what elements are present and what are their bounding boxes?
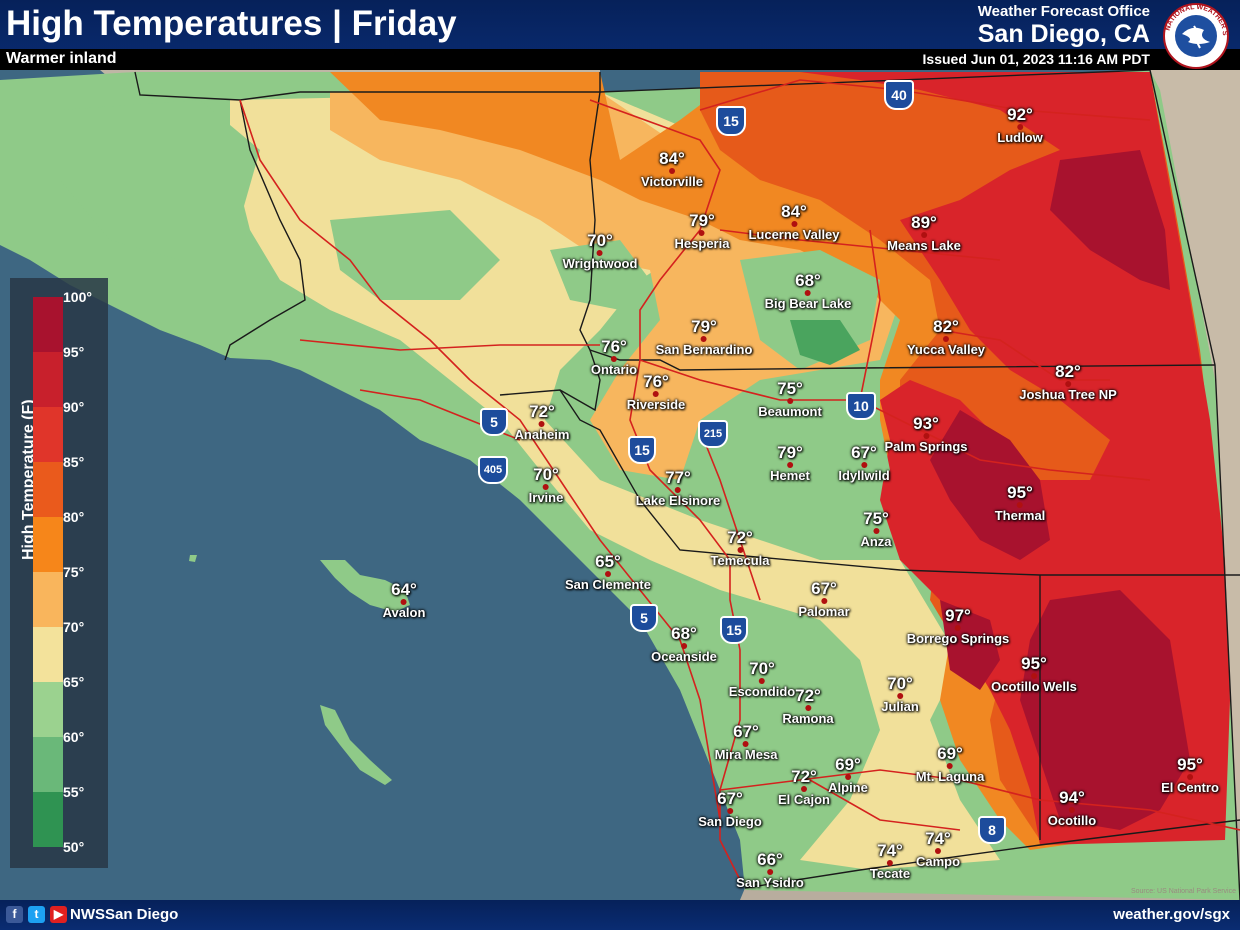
legend-tick: 95°: [63, 344, 85, 360]
city-big-bear-lake: 68° Big Bear Lake: [764, 271, 852, 312]
legend-swatch-80-85: [33, 462, 63, 517]
city-borrego-springs: 97° Borrego Springs: [906, 606, 1010, 647]
youtube-icon[interactable]: ▶: [50, 906, 67, 923]
interstate-40-shield: 40: [884, 80, 914, 110]
legend-tick: 80°: [63, 509, 85, 525]
city-campo: 74° Campo: [915, 829, 961, 870]
city-victorville: 84° Victorville: [641, 149, 703, 190]
interstate-15-shield-sd: 15: [720, 616, 748, 644]
legend-tick: 60°: [63, 729, 85, 745]
legend-swatch-55-60: [33, 737, 63, 792]
facebook-icon[interactable]: f: [6, 906, 23, 923]
legend-swatch-75-80: [33, 517, 63, 572]
city-oceanside: 68° Oceanside: [651, 624, 717, 665]
footer-bar: [0, 900, 1240, 930]
interstate-15-shield-south: 15: [628, 436, 656, 464]
interstate-15-shield: 15: [716, 106, 746, 136]
city-tecate: 74° Tecate: [869, 841, 911, 882]
legend-swatch-85-90: [33, 407, 63, 462]
issued-timestamp: Issued Jun 01, 2023 11:16 AM PDT: [922, 51, 1150, 67]
legend-swatch-60-65: [33, 682, 63, 737]
office-label: Weather Forecast Office: [977, 3, 1150, 20]
city-anza: 75° Anza: [860, 509, 892, 550]
subtitle-bar: [0, 49, 1240, 70]
city-hemet: 79° Hemet: [770, 443, 810, 484]
city-julian: 70° Julian: [881, 674, 919, 715]
legend-swatch-50-55: [33, 792, 63, 847]
legend-swatch-95-100: [33, 297, 63, 352]
city-ludlow: 92° Ludlow: [997, 105, 1043, 146]
city-san-ysidro: 66° San Ysidro: [736, 850, 804, 891]
city-alpine: 69° Alpine: [828, 755, 868, 796]
website-link[interactable]: weather.gov/sgx: [1113, 906, 1230, 923]
interstate-5-shield: 5: [480, 408, 508, 436]
legend-tick: 65°: [63, 674, 85, 690]
city-wrightwood: 70° Wrightwood: [562, 231, 638, 272]
city-ramona: 72° Ramona: [782, 686, 834, 727]
city-anaheim: 72° Anaheim: [514, 402, 570, 443]
city-escondido: 70° Escondido: [728, 659, 796, 700]
city-thermal: 95° Thermal: [994, 483, 1046, 524]
city-lucerne-valley: 84° Lucerne Valley: [748, 202, 840, 243]
legend-tick: 75°: [63, 564, 85, 580]
city-san-clemente: 65° San Clemente: [565, 552, 651, 593]
city-ocotillo: 94° Ocotillo: [1047, 788, 1097, 829]
city-yucca-valley: 82° Yucca Valley: [906, 317, 986, 358]
twitter-icon[interactable]: t: [28, 906, 45, 923]
legend-tick: 100°: [63, 289, 92, 305]
legend-tick: 90°: [63, 399, 85, 415]
city-lake-elsinore: 77° Lake Elsinore: [635, 468, 721, 509]
city-irvine: 70° Irvine: [528, 465, 564, 506]
city-hesperia: 79° Hesperia: [674, 211, 730, 252]
city-ocotillo-wells: 95° Ocotillo Wells: [991, 654, 1077, 695]
interstate-8-shield: 8: [978, 816, 1006, 844]
legend-tick: 50°: [63, 839, 85, 855]
city-joshua-tree-np: 82° Joshua Tree NP: [1019, 362, 1117, 403]
temperature-map: [0, 70, 1240, 900]
city-el-cajon: 72° El Cajon: [777, 767, 831, 808]
page-title: High Temperatures | Friday: [6, 4, 457, 43]
city-temecula: 72° Temecula: [710, 528, 770, 569]
city-el-centro: 95° El Centro: [1161, 755, 1219, 796]
city-palm-springs: 93° Palm Springs: [884, 414, 968, 455]
city-mt-laguna: 69° Mt. Laguna: [915, 744, 985, 785]
city-means-lake: 89° Means Lake: [887, 213, 961, 254]
office-city: San Diego, CA: [977, 20, 1150, 48]
city-idyllwild: 67° Idyllwild: [838, 443, 890, 484]
legend-tick: 85°: [63, 454, 85, 470]
legend-swatch-90-95: [33, 352, 63, 407]
interstate-215-shield: 215: [698, 420, 728, 448]
legend-tick: 70°: [63, 619, 85, 635]
city-palomar: 67° Palomar: [798, 579, 850, 620]
interstate-5-shield-south: 5: [630, 604, 658, 632]
nws-logo-icon: NATIONAL WEATHER SERVICE: [1158, 2, 1229, 69]
legend-swatch-70-75: [33, 572, 63, 627]
map-attribution: Source: US National Park Service: [1130, 888, 1236, 895]
city-san-bernardino: 79° San Bernardino: [655, 317, 753, 358]
city-ontario: 76° Ontario: [590, 337, 638, 378]
legend-tick: 55°: [63, 784, 85, 800]
social-handle[interactable]: NWSSan Diego: [70, 906, 179, 923]
city-san-diego: 67° San Diego: [698, 789, 762, 830]
city-beaumont: 75° Beaumont: [758, 379, 822, 420]
city-avalon: 64° Avalon: [382, 580, 426, 621]
interstate-10-shield: 10: [846, 392, 876, 420]
page-subtitle: Warmer inland: [6, 50, 117, 67]
interstate-405-shield: 405: [478, 456, 508, 484]
city-mira-mesa: 67° Mira Mesa: [714, 722, 778, 763]
city-riverside: 76° Riverside: [626, 372, 686, 413]
legend-swatch-65-70: [33, 627, 63, 682]
